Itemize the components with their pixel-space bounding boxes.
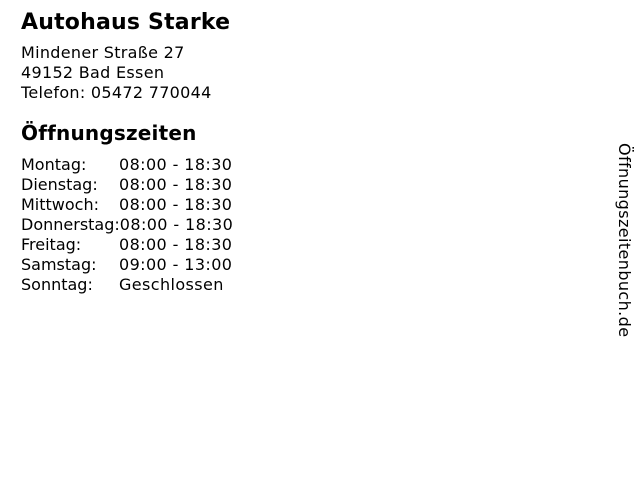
opening-hours-heading: Öffnungszeiten — [21, 121, 197, 145]
hours-row: Dienstag: 08:00 - 18:30 — [21, 175, 640, 195]
hours-row: Freitag: 08:00 - 18:30 — [21, 235, 640, 255]
hours-day-label: Samstag: — [21, 255, 97, 274]
hours-time-value: 08:00 - 18:30 — [119, 195, 233, 214]
hours-row: Montag: 08:00 - 18:30 — [21, 155, 640, 175]
phone-line: Telefon: 05472 770044 — [21, 83, 212, 102]
hours-time-value: Geschlossen — [119, 275, 224, 294]
hours-row: Samstag: 09:00 - 13:00 — [21, 255, 640, 275]
address-street-line: Mindener Straße 27 — [21, 43, 185, 62]
hours-row: Mittwoch: 08:00 - 18:30 — [21, 195, 640, 215]
business-address-block: Mindener Straße 27 49152 Bad Essen Telef… — [21, 43, 640, 103]
hours-day-label: Freitag: — [21, 235, 82, 254]
hours-row: Sonntag: Geschlossen — [21, 275, 640, 295]
address-city-line: 49152 Bad Essen — [21, 63, 165, 82]
hours-day-label: Mittwoch: — [21, 195, 99, 214]
hours-row: Donnerstag: 08:00 - 18:30 — [21, 215, 640, 235]
opening-hours-table: Montag: 08:00 - 18:30 Dienstag: 08:00 - … — [21, 155, 640, 295]
hours-day-label: Montag: — [21, 155, 87, 174]
hours-day-label: Dienstag: — [21, 175, 98, 194]
business-name: Autohaus Starke — [21, 10, 231, 35]
hours-time-value: 08:00 - 18:30 — [119, 215, 234, 234]
hours-time-value: 08:00 - 18:30 — [119, 235, 233, 254]
hours-day-label: Donnerstag: — [21, 215, 120, 234]
watermark-vertical-text: Öffnungszeitenbuch.de — [615, 143, 634, 338]
hours-time-value: 08:00 - 18:30 — [119, 155, 233, 174]
hours-time-value: 09:00 - 13:00 — [119, 255, 233, 274]
hours-time-value: 08:00 - 18:30 — [119, 175, 233, 194]
hours-day-label: Sonntag: — [21, 275, 93, 294]
